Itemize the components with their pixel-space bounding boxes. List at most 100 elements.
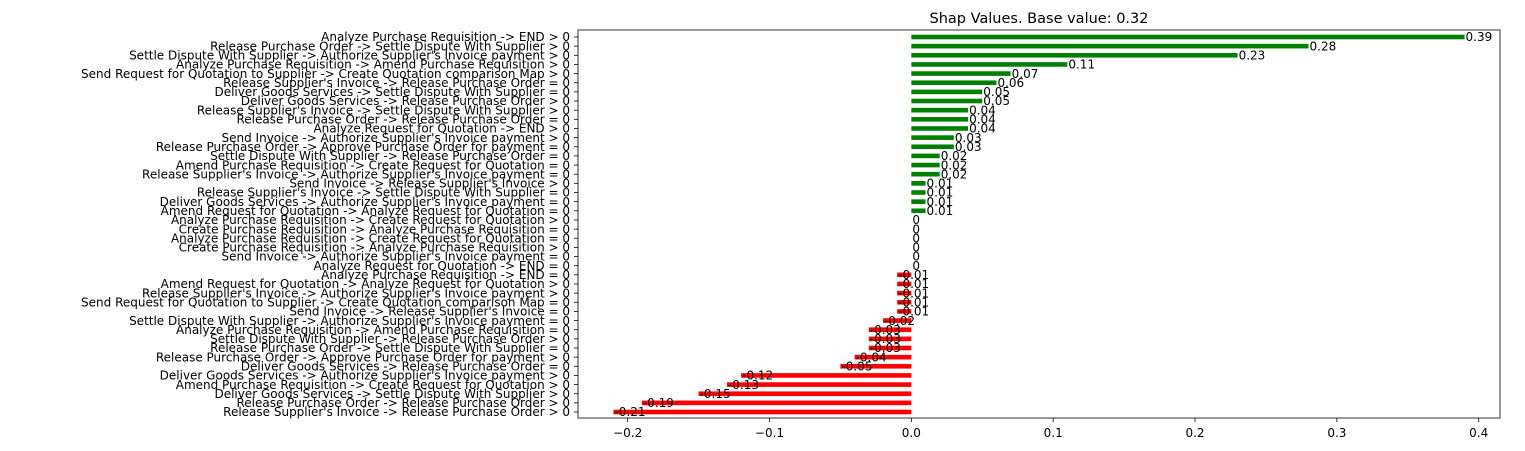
category-label: Amend Request for Quotation -> Analyze R…	[161, 277, 570, 291]
data-label: 0.01	[927, 204, 954, 218]
category-label: Send Invoice -> Authorize Supplier's Inv…	[222, 250, 570, 264]
bar	[868, 327, 912, 333]
data-label: -0.03	[870, 323, 901, 337]
data-label: 0.39	[1466, 30, 1493, 44]
data-label: -0.01	[898, 277, 929, 291]
data-label: 0.05	[983, 94, 1010, 108]
category-label: Settle Dispute With Supplier -> Authoriz…	[129, 314, 570, 328]
data-label: -0.02	[884, 314, 915, 328]
x-tick-label: −0.1	[755, 426, 784, 440]
data-label: 0.04	[969, 103, 996, 117]
bar	[868, 345, 912, 351]
x-tick-label: 0.1	[1044, 426, 1063, 440]
category-label: Settle Dispute With Supplier -> Release …	[210, 149, 570, 163]
bar	[882, 318, 912, 323]
category-label: Release Purchase Order -> Release Purcha…	[236, 113, 570, 127]
bar	[868, 336, 912, 342]
bar	[911, 107, 969, 113]
category-label: Analyze Request for Quotation -> END > 0	[313, 122, 570, 136]
x-tick-label: 0.2	[1185, 426, 1204, 440]
category-label: Analyze Purchase Requisition -> Create R…	[171, 213, 570, 227]
axes-layer	[574, 29, 1501, 422]
data-label: -0.12	[742, 369, 773, 383]
category-label: Release Supplier's Invoice -> Settle Dis…	[197, 103, 570, 117]
data-label: -0.15	[700, 387, 731, 401]
data-label: 0.02	[941, 149, 968, 163]
category-label: Analyze Purchase Requisition -> Amend Pu…	[176, 323, 570, 337]
data-label: 0.05	[983, 85, 1010, 99]
bar	[911, 52, 1238, 58]
bar	[911, 153, 940, 159]
bar	[613, 409, 912, 415]
category-label: Release Supplier's Invoice -> Release Pu…	[223, 405, 570, 419]
category-label: Deliver Goods Services -> Authorize Supp…	[160, 369, 570, 383]
x-tick-label: 0.4	[1469, 426, 1488, 440]
data-label: 0.28	[1310, 39, 1337, 53]
bar	[698, 391, 912, 397]
category-label: Deliver Goods Services -> Settle Dispute…	[214, 387, 570, 401]
bar	[897, 272, 912, 278]
bar	[897, 281, 912, 287]
data-label: -0.13	[728, 378, 759, 392]
bar	[911, 62, 1068, 67]
category-label: Settle Dispute With Supplier -> Release …	[210, 332, 570, 346]
data-label: -0.05	[841, 359, 872, 373]
category-label: Deliver Goods Services -> Settle Dispute…	[214, 85, 570, 99]
bar	[911, 135, 954, 140]
category-label: Release Purchase Order -> Release Purcha…	[236, 396, 570, 410]
data-label: 0.01	[927, 177, 954, 191]
x-tick-label: 0.0	[902, 426, 921, 440]
category-label: Deliver Goods Services -> Release Purcha…	[241, 94, 570, 108]
bar	[726, 382, 912, 387]
data-label: 0	[912, 231, 920, 245]
bar	[911, 144, 954, 150]
bar	[911, 162, 940, 168]
category-label: Send Invoice -> Release Supplier's Invoi…	[289, 177, 570, 191]
category-label: Release Supplier's Invoice -> Release Pu…	[223, 76, 570, 90]
bar	[641, 400, 912, 406]
data-label: -0.01	[898, 268, 929, 282]
data-label: -0.01	[898, 305, 929, 319]
data-label: 0.04	[969, 122, 996, 136]
bar	[854, 354, 912, 360]
category-label: Amend Purchase Requisition -> Create Req…	[176, 378, 570, 392]
x-tick-label: 0.3	[1327, 426, 1346, 440]
category-label: Send Invoice -> Authorize Supplier's Inv…	[222, 131, 570, 145]
bar	[911, 98, 983, 104]
category-label: Analyze Request for Quotation -> END = 0	[313, 259, 570, 273]
bar	[911, 181, 926, 186]
data-label: -0.03	[870, 341, 901, 355]
data-label: 0.02	[941, 158, 968, 172]
data-label: 0	[912, 213, 920, 227]
category-label: Amend Purchase Requisition -> Create Req…	[176, 158, 570, 172]
data-label: -0.19	[643, 396, 674, 410]
category-label: Deliver Goods Services -> Release Purcha…	[241, 359, 570, 373]
labels-layer: Analyze Purchase Requisition -> END > 0 0…	[81, 30, 1492, 440]
category-label: Release Supplier's Invoice -> Authorize …	[142, 286, 570, 300]
data-label: -0.01	[898, 286, 929, 300]
bar	[911, 80, 997, 86]
bar	[911, 34, 1465, 40]
bar	[911, 71, 1011, 76]
category-label: Send Invoice -> Release Supplier's Invoi…	[289, 305, 570, 319]
category-label: Analyze Purchase Requisition -> END = 0	[321, 268, 570, 282]
data-label: 0.01	[927, 186, 954, 200]
data-label: -0.01	[898, 295, 929, 309]
bar	[897, 290, 912, 296]
bar	[911, 208, 926, 214]
data-label: -0.04	[856, 350, 887, 364]
category-label: Create Purchase Requisition -> Analyze P…	[179, 241, 570, 255]
bar	[911, 43, 1309, 49]
data-label: -0.03	[870, 332, 901, 346]
bar	[911, 126, 969, 131]
bar	[840, 363, 912, 369]
data-label: 0	[912, 241, 920, 255]
category-label: Deliver Goods Services -> Authorize Supp…	[160, 195, 570, 209]
category-label: Send Request for Quotation to Supplier -…	[81, 67, 570, 81]
category-label: Release Supplier's Invoice -> Authorize …	[142, 167, 570, 181]
bar	[911, 89, 983, 95]
data-label: 0.11	[1068, 58, 1095, 72]
category-label: Release Purchase Order -> Settle Dispute…	[210, 341, 570, 355]
